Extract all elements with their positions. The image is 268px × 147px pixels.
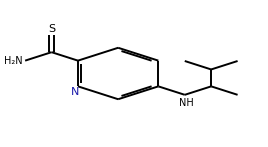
Text: NH: NH xyxy=(179,98,193,108)
Text: H₂N: H₂N xyxy=(4,56,23,66)
Text: S: S xyxy=(48,24,55,34)
Text: N: N xyxy=(71,87,80,97)
